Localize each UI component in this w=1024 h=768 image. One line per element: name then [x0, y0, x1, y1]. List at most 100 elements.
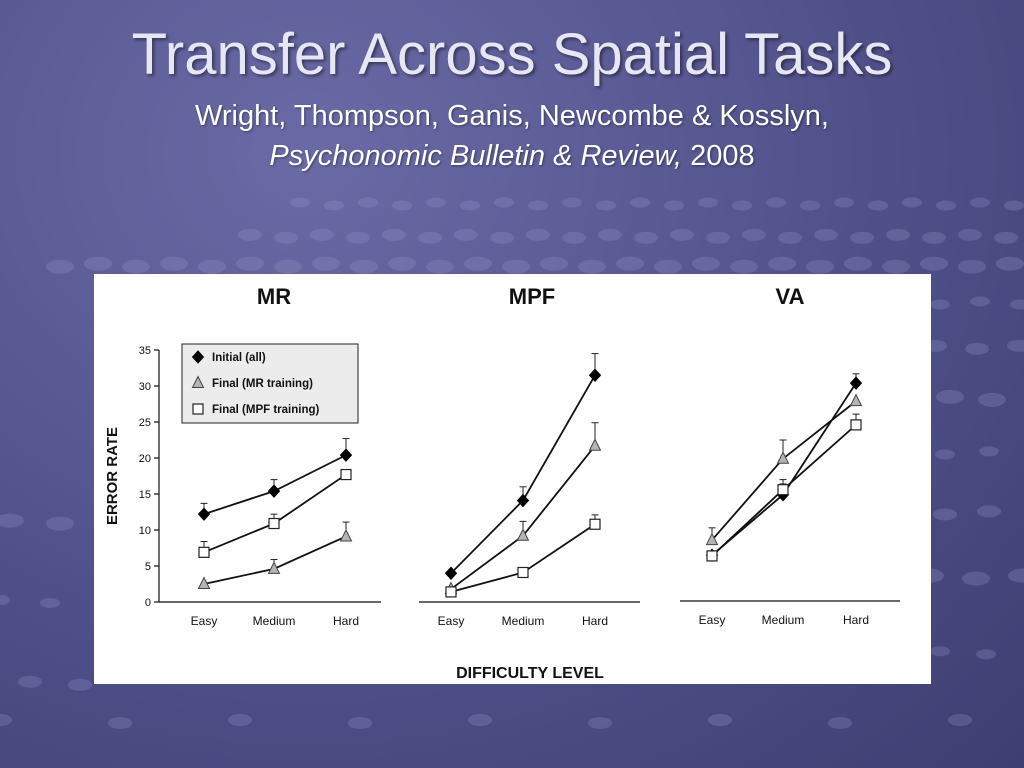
- background-dot: [994, 231, 1018, 244]
- legend-label: Final (MPF training): [212, 404, 319, 416]
- background-dot: [18, 675, 42, 688]
- background-dot: [310, 228, 334, 241]
- background-dot: [902, 197, 922, 208]
- data-point-triangle: [705, 532, 719, 546]
- background-dot: [778, 231, 802, 244]
- background-dot: [850, 231, 874, 244]
- background-dot: [996, 256, 1024, 271]
- x-tick-label: Easy: [191, 614, 218, 628]
- background-dot: [324, 200, 344, 211]
- background-dot: [958, 259, 986, 274]
- background-dot: [768, 256, 796, 271]
- y-tick-label: 35: [139, 345, 151, 357]
- x-tick-label: Hard: [582, 614, 608, 628]
- legend-label: Final (MR training): [212, 378, 313, 390]
- data-point-diamond: [849, 376, 863, 390]
- background-dot: [654, 259, 682, 274]
- background-dot: [274, 231, 298, 244]
- background-dot: [698, 197, 718, 208]
- series-line: [711, 382, 857, 556]
- y-tick-label: 5: [145, 561, 151, 573]
- background-dot: [868, 200, 888, 211]
- y-tick-label: 30: [139, 381, 151, 393]
- background-dot: [634, 231, 658, 244]
- data-point-diamond: [267, 484, 281, 498]
- background-dot: [706, 231, 730, 244]
- background-dot: [290, 197, 310, 208]
- background-dot: [670, 228, 694, 241]
- data-point-diamond: [197, 507, 211, 521]
- background-dot: [920, 256, 948, 271]
- background-dot: [236, 256, 264, 271]
- background-dot: [1010, 299, 1024, 310]
- background-dot: [708, 714, 732, 726]
- background-dot: [596, 200, 616, 211]
- data-point-diamond: [444, 566, 458, 580]
- x-tick-label: Easy: [699, 613, 726, 627]
- background-dot: [468, 714, 492, 726]
- background-dot: [732, 200, 752, 211]
- background-dot: [46, 259, 74, 274]
- background-dot: [388, 256, 416, 271]
- data-point-square: [517, 566, 529, 579]
- background-dot: [392, 200, 412, 211]
- background-dot: [502, 259, 530, 274]
- legend-marker-triangle: [191, 375, 205, 388]
- data-point-triangle: [267, 561, 281, 574]
- y-axis-label: ERROR RATE: [104, 427, 121, 525]
- citation-journal: Psychonomic Bulletin & Review,: [269, 140, 683, 172]
- background-dot: [350, 259, 378, 274]
- series-line: [711, 400, 857, 541]
- background-dot: [922, 231, 946, 244]
- background-dot: [664, 200, 684, 211]
- background-dot: [228, 714, 252, 726]
- background-dot: [958, 228, 982, 241]
- background-dot: [806, 259, 834, 274]
- background-dot: [528, 200, 548, 211]
- series-line: [203, 454, 347, 516]
- background-dot: [588, 717, 612, 729]
- data-point-diamond: [516, 493, 530, 508]
- background-dot: [800, 200, 820, 211]
- data-point-square: [850, 419, 862, 431]
- x-tick-label: Medium: [502, 614, 545, 628]
- data-point-square: [268, 517, 280, 530]
- background-dot: [886, 228, 910, 241]
- background-dot: [970, 296, 990, 307]
- background-dot: [464, 256, 492, 271]
- data-point-square: [706, 550, 718, 562]
- background-dot: [979, 446, 999, 457]
- background-dot: [882, 259, 910, 274]
- background-dot: [844, 256, 872, 271]
- y-tick-label: 10: [139, 525, 151, 537]
- background-dot: [935, 449, 955, 460]
- data-point-square: [777, 484, 789, 496]
- background-dot: [526, 228, 550, 241]
- background-dot: [382, 228, 406, 241]
- background-dot: [0, 595, 10, 605]
- background-dot: [40, 598, 60, 608]
- background-dot: [346, 231, 370, 244]
- data-point-diamond: [339, 448, 353, 462]
- data-point-triangle: [588, 438, 602, 451]
- background-dot: [965, 342, 989, 355]
- background-dot: [46, 516, 74, 531]
- data-point-triangle: [849, 393, 863, 407]
- data-point-diamond: [588, 368, 602, 382]
- background-dot: [562, 231, 586, 244]
- data-point-triangle: [516, 528, 530, 541]
- background-dot: [0, 513, 24, 528]
- background-dot: [948, 714, 972, 726]
- data-point-square: [445, 586, 457, 598]
- background-dot: [160, 256, 188, 271]
- legend-box: [181, 343, 359, 424]
- background-dot: [977, 505, 1001, 518]
- x-tick-label: Easy: [438, 614, 465, 628]
- data-point-square: [340, 468, 352, 481]
- data-point-triangle: [339, 528, 353, 542]
- background-dot: [348, 717, 372, 729]
- data-point-triangle: [197, 576, 211, 589]
- background-dot: [358, 197, 378, 208]
- background-dot: [930, 646, 950, 657]
- background-dot: [936, 200, 956, 211]
